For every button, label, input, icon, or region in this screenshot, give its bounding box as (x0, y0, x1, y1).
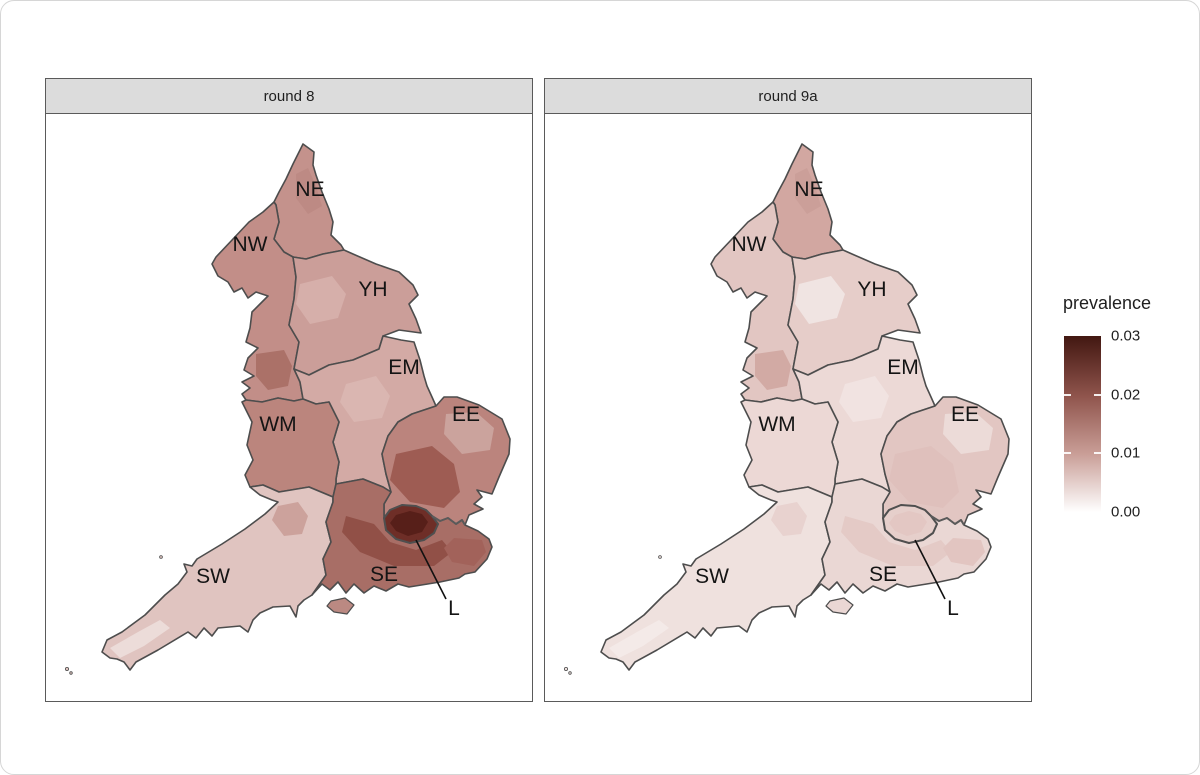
facet-panel-round-8: round 8 (45, 78, 533, 702)
legend-tick-label: 0.02 (1111, 386, 1141, 404)
legend-title: prevalence (1063, 293, 1152, 313)
facet-strip-round-8: round 8 (46, 79, 532, 114)
legend-tick-label: 0.01 (1111, 444, 1141, 462)
facet-strip-label: round 9a (758, 87, 818, 105)
colorbar-tick-mark (1094, 394, 1101, 397)
legend-colorbar (1064, 336, 1101, 512)
legend-tick-label: 0.03 (1111, 327, 1141, 345)
england-map-round-9a (545, 114, 1031, 701)
prevalence-legend: prevalence 0.03 0.02 0.01 0.00 (1056, 293, 1199, 521)
facet-strip-label: round 8 (263, 87, 315, 105)
england-map-round-8 (46, 114, 532, 701)
england-map-instance-1 (64, 143, 512, 676)
colorbar-tick-mark (1094, 452, 1101, 455)
colorbar-tick-mark (1064, 394, 1071, 397)
england-map-instance-2 (563, 143, 1010, 676)
colorbar-tick-mark (1064, 452, 1071, 455)
facet-panel-round-9a: round 9a (544, 78, 1032, 702)
facet-strip-round-9a: round 9a (545, 79, 1031, 114)
legend-tick-label: 0.00 (1111, 503, 1141, 521)
